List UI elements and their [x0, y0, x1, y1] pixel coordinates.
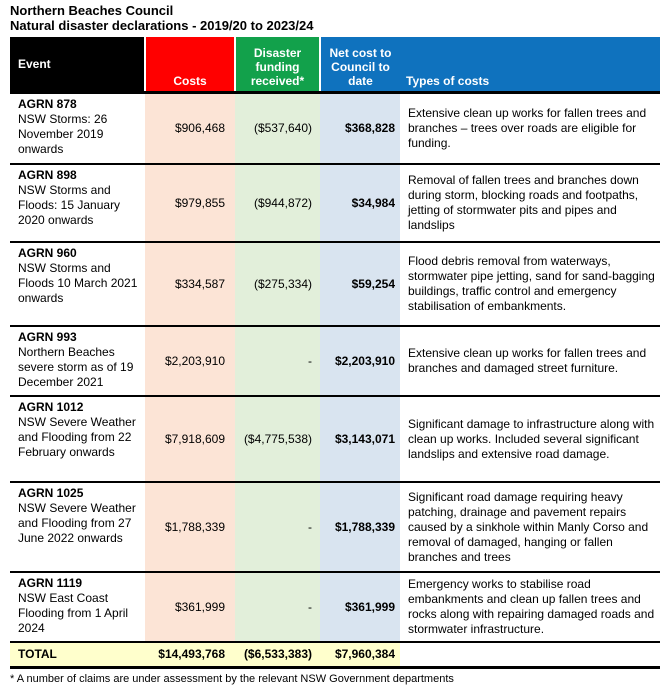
funding-cell: - — [235, 326, 320, 396]
net-cost-cell: $361,999 — [320, 572, 400, 642]
funding-cell: ($4,775,538) — [235, 396, 320, 482]
funding-cell: ($944,872) — [235, 164, 320, 242]
table-row: AGRN 993 Northern Beaches severe storm a… — [10, 326, 660, 396]
net-cost-cell: $2,203,910 — [320, 326, 400, 396]
total-row: TOTAL $14,493,768 ($6,533,383) $7,960,38… — [10, 642, 660, 667]
types-cell: Flood debris removal from waterways, sto… — [400, 242, 660, 326]
event-cell: AGRN 878 NSW Storms: 26 November 2019 on… — [10, 92, 145, 164]
event-desc: NSW East Coast Flooding from 1 April 202… — [18, 591, 129, 635]
col-header-types: Types of costs — [400, 37, 660, 92]
net-cost-cell: $1,788,339 — [320, 482, 400, 572]
event-desc: NSW Severe Weather and Flooding from 22 … — [18, 415, 136, 459]
event-cell: AGRN 1119 NSW East Coast Flooding from 1… — [10, 572, 145, 642]
net-cost-cell: $34,984 — [320, 164, 400, 242]
net-cost-cell: $59,254 — [320, 242, 400, 326]
costs-cell: $1,788,339 — [145, 482, 235, 572]
col-header-event: Event — [10, 37, 145, 92]
types-cell: Removal of fallen trees and branches dow… — [400, 164, 660, 242]
funding-cell: - — [235, 572, 320, 642]
header-row: Event Costs Disaster funding received* N… — [10, 37, 660, 92]
page-subtitle: Natural disaster declarations - 2019/20 … — [10, 18, 314, 33]
event-id: AGRN 1012 — [18, 400, 84, 414]
total-funding: ($6,533,383) — [235, 642, 320, 667]
event-cell: AGRN 898 NSW Storms and Floods: 15 Janua… — [10, 164, 145, 242]
event-desc: NSW Severe Weather and Flooding from 27 … — [18, 501, 136, 545]
total-label: TOTAL — [10, 642, 145, 667]
event-cell: AGRN 993 Northern Beaches severe storm a… — [10, 326, 145, 396]
footnote: * A number of claims are under assessmen… — [10, 672, 454, 685]
types-cell: Significant damage to infrastructure alo… — [400, 396, 660, 482]
costs-cell: $2,203,910 — [145, 326, 235, 396]
table-row: AGRN 878 NSW Storms: 26 November 2019 on… — [10, 92, 660, 164]
event-cell: AGRN 960 NSW Storms and Floods 10 March … — [10, 242, 145, 326]
funding-cell: ($275,334) — [235, 242, 320, 326]
costs-cell: $361,999 — [145, 572, 235, 642]
types-cell: Extensive clean up works for fallen tree… — [400, 326, 660, 396]
disaster-declarations-table: Event Costs Disaster funding received* N… — [10, 37, 660, 669]
event-desc: Northern Beaches severe storm as of 19 D… — [18, 345, 134, 389]
col-header-net-cost: Net cost to Council to date — [319, 37, 400, 92]
table-header: Event Costs Disaster funding received* N… — [10, 37, 660, 92]
event-id: AGRN 1119 — [18, 576, 83, 590]
table-row: AGRN 898 NSW Storms and Floods: 15 Janua… — [10, 164, 660, 242]
costs-cell: $906,468 — [145, 92, 235, 164]
net-cost-cell: $3,143,071 — [320, 396, 400, 482]
event-id: AGRN 898 — [18, 168, 77, 182]
event-id: AGRN 960 — [18, 246, 77, 260]
col-header-funding: Disaster funding received* — [234, 37, 320, 92]
types-cell: Extensive clean up works for fallen tree… — [400, 92, 660, 164]
table-row: AGRN 960 NSW Storms and Floods 10 March … — [10, 242, 660, 326]
costs-cell: $979,855 — [145, 164, 235, 242]
types-cell: Significant road damage requiring heavy … — [400, 482, 660, 572]
costs-cell: $334,587 — [145, 242, 235, 326]
funding-cell: ($537,640) — [235, 92, 320, 164]
event-id: AGRN 1025 — [18, 486, 84, 500]
funding-cell: - — [235, 482, 320, 572]
page-title: Northern Beaches Council — [10, 3, 174, 18]
table-row: AGRN 1119 NSW East Coast Flooding from 1… — [10, 572, 660, 642]
event-id: AGRN 878 — [18, 96, 77, 111]
col-header-costs: Costs — [144, 37, 235, 92]
event-cell: AGRN 1012 NSW Severe Weather and Floodin… — [10, 396, 145, 482]
event-desc: NSW Storms: 26 November 2019 onwards — [18, 111, 108, 156]
event-desc: NSW Storms and Floods: 15 January 2020 o… — [18, 183, 121, 227]
title-block: Northern Beaches Council Natural disaste… — [10, 3, 668, 33]
costs-cell: $7,918,609 — [145, 396, 235, 482]
total-net-cost: $7,960,384 — [320, 642, 400, 667]
event-id: AGRN 993 — [18, 330, 77, 344]
event-desc: NSW Storms and Floods 10 March 2021 onwa… — [18, 261, 138, 305]
table-row: AGRN 1012 NSW Severe Weather and Floodin… — [10, 396, 660, 482]
types-cell: Emergency works to stabilise road embank… — [400, 572, 660, 642]
total-types-empty — [400, 642, 660, 667]
event-cell: AGRN 1025 NSW Severe Weather and Floodin… — [10, 482, 145, 572]
total-costs: $14,493,768 — [145, 642, 235, 667]
net-cost-cell: $368,828 — [320, 92, 400, 164]
table-row: AGRN 1025 NSW Severe Weather and Floodin… — [10, 482, 660, 572]
